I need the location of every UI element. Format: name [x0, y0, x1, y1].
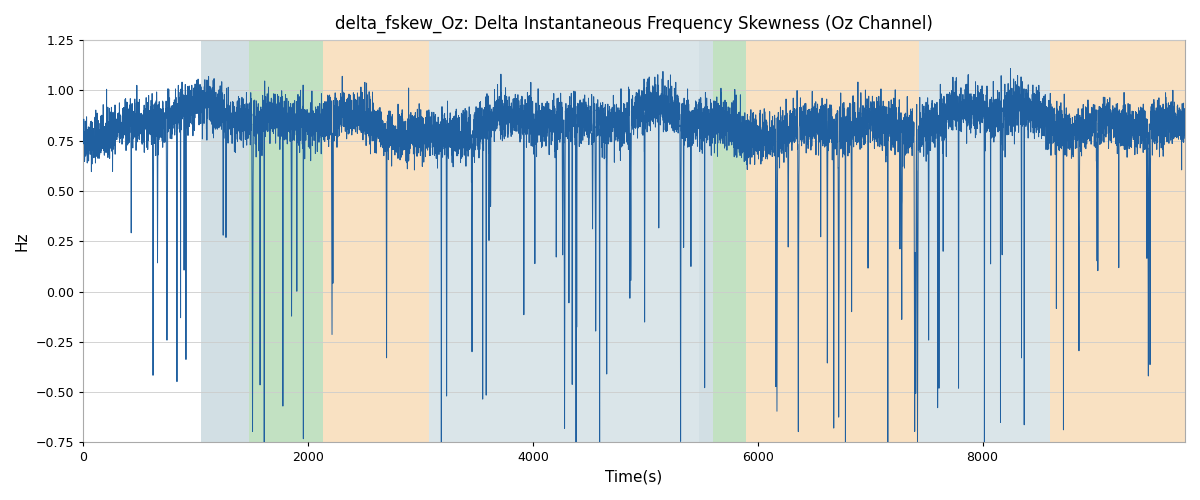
Bar — [713, 40, 746, 442]
X-axis label: Time(s): Time(s) — [606, 470, 662, 485]
Bar — [323, 40, 430, 442]
Bar — [746, 40, 918, 442]
Bar — [700, 40, 713, 442]
Bar — [250, 40, 323, 442]
Bar — [202, 40, 250, 442]
Y-axis label: Hz: Hz — [14, 232, 30, 251]
Bar — [1050, 40, 1186, 442]
Title: delta_fskew_Oz: Delta Instantaneous Frequency Skewness (Oz Channel): delta_fskew_Oz: Delta Instantaneous Freq… — [335, 15, 932, 34]
Bar — [918, 40, 1050, 442]
Bar — [430, 40, 700, 442]
